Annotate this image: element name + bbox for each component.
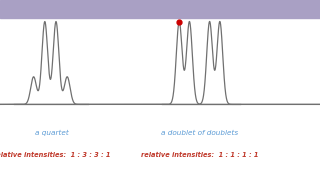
Bar bbox=[0, 0, 320, 18]
Text: a quartet: a quartet bbox=[35, 130, 69, 136]
Text: relative intensities:  1 : 3 : 3 : 1: relative intensities: 1 : 3 : 3 : 1 bbox=[0, 152, 111, 158]
Text: a doublet of doublets: a doublet of doublets bbox=[161, 130, 239, 136]
Text: relative intensities:  1 : 1 : 1 : 1: relative intensities: 1 : 1 : 1 : 1 bbox=[141, 152, 259, 158]
